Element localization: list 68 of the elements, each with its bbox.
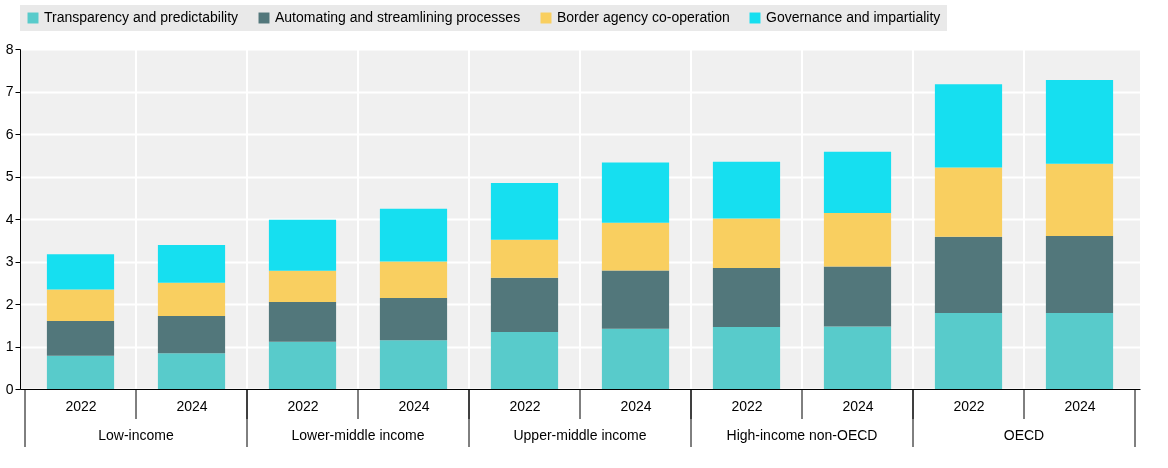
- bar: [934, 167, 1003, 237]
- bar: [601, 270, 670, 329]
- bar: [712, 218, 781, 268]
- bar: [712, 161, 781, 219]
- bar: [712, 267, 781, 327]
- bar: [601, 162, 670, 223]
- legend-label: Automating and streamlining processes: [275, 9, 521, 25]
- x-tick-label: 2024: [176, 397, 208, 414]
- bar: [46, 289, 115, 321]
- y-tick-label: 0: [5, 380, 14, 397]
- bar: [379, 298, 448, 341]
- bar: [1045, 236, 1114, 313]
- bar: [934, 84, 1003, 168]
- bar: [490, 182, 559, 240]
- text: Lower-middle income: [291, 427, 425, 443]
- bar: [268, 219, 337, 271]
- text: High-income non-OECD: [726, 427, 878, 443]
- bar: [268, 301, 337, 342]
- y-tick-label: 5: [5, 168, 14, 184]
- bar: [601, 222, 670, 271]
- y-tick-label: 3: [5, 253, 14, 269]
- x-tick-label: 2024: [398, 397, 430, 414]
- bar: [601, 328, 670, 389]
- bar: [1045, 163, 1114, 236]
- y-tick-label: 7: [5, 83, 14, 99]
- y-tick-label: 1: [5, 338, 14, 354]
- legend-label: Transparency and predictability: [44, 9, 239, 25]
- x-tick-label: 2024: [620, 397, 652, 414]
- y-tick-label: 4: [5, 210, 14, 227]
- bar: [379, 208, 448, 262]
- bar: [157, 353, 226, 389]
- text: OECD: [1003, 427, 1045, 443]
- bar: [934, 236, 1003, 313]
- x-tick-label: 2024: [842, 397, 874, 414]
- bar: [1045, 312, 1114, 389]
- y-tick-label: 6: [5, 125, 14, 142]
- bar: [490, 332, 559, 389]
- y-tick-label: 8: [5, 40, 14, 57]
- bar: [46, 254, 115, 290]
- bar: [379, 261, 448, 299]
- x-tick-label: 2022: [65, 397, 97, 414]
- x-tick-label: 2022: [287, 397, 319, 414]
- x-tick-label: 2022: [953, 397, 985, 414]
- bar: [268, 270, 337, 302]
- bar: [46, 355, 115, 389]
- bar: [823, 151, 892, 214]
- x-tick-label: 2022: [509, 397, 541, 414]
- y-tick-label: 2: [5, 295, 14, 312]
- x-tick-label: 2024: [1064, 397, 1096, 414]
- text: Low-income: [98, 427, 174, 443]
- bar: [823, 213, 892, 267]
- bar: [490, 239, 559, 278]
- text: Upper-middle income: [513, 427, 647, 443]
- legend-label: Border agency co-operation: [557, 9, 730, 25]
- bar: [379, 340, 448, 389]
- bar: [1045, 80, 1114, 164]
- bar: [268, 341, 337, 389]
- bar: [490, 277, 559, 333]
- legend-label: Governance and impartiality: [766, 9, 941, 25]
- bar: [157, 282, 226, 316]
- x-tick-label: 2022: [731, 397, 763, 414]
- bar: [823, 326, 892, 389]
- bar: [157, 315, 226, 354]
- bar: [157, 244, 226, 283]
- bar: [712, 326, 781, 389]
- bar: [46, 321, 115, 356]
- bar: [823, 266, 892, 327]
- bar: [934, 312, 1003, 389]
